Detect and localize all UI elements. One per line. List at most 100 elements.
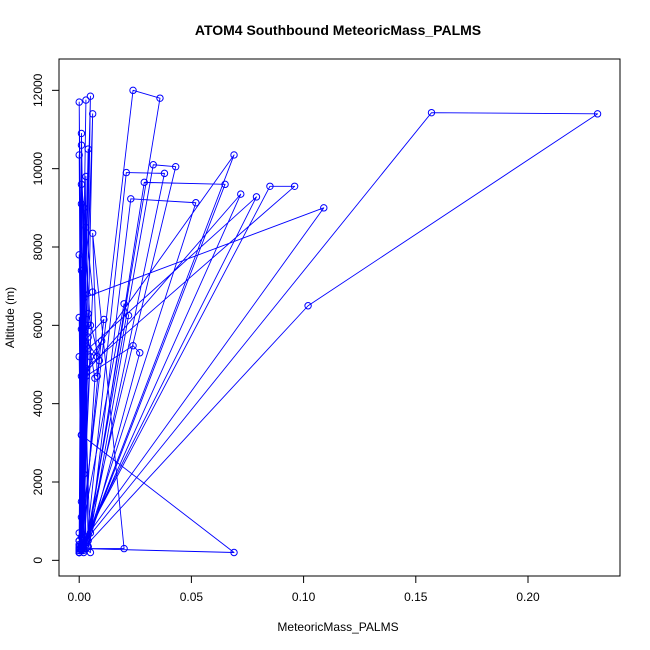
chart-title: ATOM4 Southbound MeteoricMass_PALMS bbox=[195, 22, 481, 38]
data-point bbox=[149, 161, 157, 169]
data-point bbox=[593, 110, 602, 118]
data-point bbox=[86, 321, 95, 330]
data-point bbox=[129, 86, 137, 95]
data-point bbox=[88, 229, 97, 237]
data-point bbox=[77, 533, 86, 541]
data-point bbox=[82, 364, 90, 373]
y-tick-label: 10000 bbox=[31, 152, 45, 186]
data-point bbox=[237, 190, 245, 198]
data-point bbox=[266, 182, 274, 190]
data-point bbox=[79, 388, 88, 396]
data-point bbox=[127, 195, 135, 203]
y-tick-label: 8000 bbox=[31, 233, 45, 260]
data-traces bbox=[75, 86, 602, 557]
data-point bbox=[320, 204, 328, 212]
data-point bbox=[95, 356, 104, 365]
data-point bbox=[100, 315, 108, 324]
data-point bbox=[290, 182, 299, 190]
data-point bbox=[124, 311, 133, 320]
data-point bbox=[252, 193, 261, 201]
data-point bbox=[75, 313, 83, 322]
y-tick-label: 2000 bbox=[31, 468, 45, 495]
x-tick-label: 0.20 bbox=[516, 590, 540, 604]
data-point bbox=[84, 309, 92, 318]
data-point bbox=[84, 145, 92, 153]
x-tick-label: 0.15 bbox=[404, 590, 428, 604]
data-point bbox=[75, 540, 83, 549]
data-point bbox=[427, 108, 436, 117]
data-point bbox=[75, 352, 83, 361]
data-point bbox=[88, 288, 97, 296]
y-tick-label: 6000 bbox=[31, 312, 45, 339]
data-point bbox=[75, 544, 83, 553]
data-point bbox=[77, 497, 86, 506]
data-point bbox=[93, 372, 101, 380]
y-axis: 0 2000 4000 6000 8000 10000 12000 bbox=[31, 73, 60, 564]
data-point bbox=[82, 172, 90, 181]
data-point bbox=[91, 374, 99, 382]
x-tick-label: 0.05 bbox=[180, 590, 204, 604]
data-point bbox=[77, 325, 86, 333]
data-point bbox=[129, 342, 137, 350]
y-axis-label: Altitude (m) bbox=[3, 287, 17, 348]
data-point bbox=[221, 180, 229, 189]
data-point bbox=[77, 180, 86, 189]
data-point bbox=[84, 537, 92, 545]
data-point bbox=[75, 529, 83, 537]
data-point bbox=[93, 352, 101, 361]
data-point bbox=[82, 368, 90, 377]
data-point bbox=[97, 337, 106, 345]
y-tick-label: 0 bbox=[31, 557, 45, 564]
data-point bbox=[140, 178, 148, 187]
y-tick-label: 12000 bbox=[31, 73, 45, 107]
data-point bbox=[86, 529, 95, 537]
y-tick-label: 4000 bbox=[31, 390, 45, 417]
data-point bbox=[82, 372, 90, 380]
data-point bbox=[79, 204, 88, 212]
x-axis-label: MeteoricMass_PALMS bbox=[277, 620, 398, 634]
data-point bbox=[230, 548, 238, 557]
data-point bbox=[77, 431, 86, 439]
data-point bbox=[156, 94, 164, 102]
data-point bbox=[77, 200, 86, 208]
data-point bbox=[120, 300, 128, 308]
data-point bbox=[171, 163, 180, 171]
x-axis: 0.00 0.05 0.10 0.15 0.20 bbox=[68, 575, 540, 604]
data-point bbox=[136, 349, 144, 357]
data-point bbox=[79, 470, 88, 478]
data-point bbox=[77, 129, 86, 138]
data-point bbox=[79, 540, 88, 549]
x-tick-label: 0.00 bbox=[68, 590, 92, 604]
data-point bbox=[79, 290, 88, 298]
data-point bbox=[75, 151, 83, 159]
series-line bbox=[78, 112, 599, 553]
plot-frame bbox=[58, 58, 621, 577]
series-line bbox=[78, 232, 141, 553]
data-point bbox=[75, 251, 83, 259]
data-point bbox=[77, 540, 86, 549]
data-point bbox=[304, 302, 312, 310]
data-point bbox=[79, 544, 88, 553]
data-point bbox=[160, 169, 169, 178]
data-point bbox=[79, 333, 88, 341]
data-point bbox=[120, 544, 128, 553]
data-point bbox=[79, 345, 88, 353]
data-point bbox=[82, 223, 90, 232]
data-point bbox=[122, 168, 131, 177]
data-point bbox=[75, 98, 83, 106]
data-point bbox=[88, 110, 97, 118]
data-point bbox=[84, 333, 92, 341]
data-point bbox=[75, 542, 83, 551]
data-point bbox=[77, 266, 86, 275]
x-tick-label: 0.10 bbox=[292, 590, 316, 604]
data-point bbox=[230, 151, 238, 159]
data-point bbox=[192, 199, 200, 207]
data-point bbox=[86, 92, 95, 100]
data-point bbox=[77, 513, 86, 521]
data-point bbox=[77, 544, 86, 553]
data-point bbox=[82, 96, 90, 104]
data-point bbox=[77, 372, 86, 380]
data-point bbox=[84, 345, 92, 353]
data-point bbox=[82, 533, 90, 541]
